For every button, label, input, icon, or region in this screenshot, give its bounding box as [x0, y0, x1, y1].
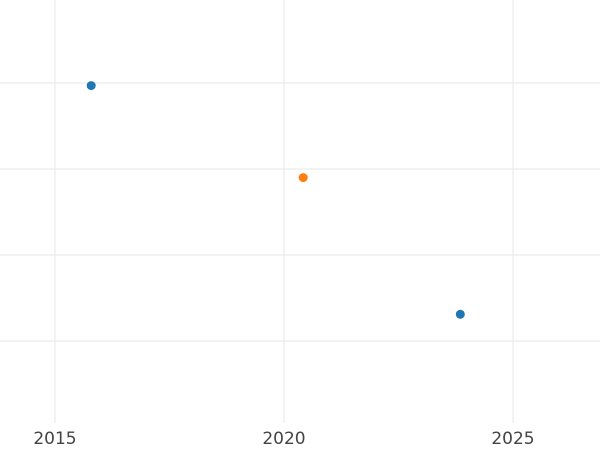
data-points-layer [86, 81, 465, 319]
gridlines-vertical [54, 0, 514, 423]
x-axis-tick-labels: 2015 2020 2025 [33, 429, 534, 449]
x-tick-label: 2020 [262, 429, 305, 449]
x-tick-label: 2025 [491, 429, 534, 449]
data-point-series-orange [298, 173, 308, 183]
data-point-series-blue [455, 309, 465, 319]
x-tick-label: 2015 [33, 429, 76, 449]
gridlines-horizontal [0, 82, 600, 342]
data-point-series-blue [86, 81, 96, 91]
